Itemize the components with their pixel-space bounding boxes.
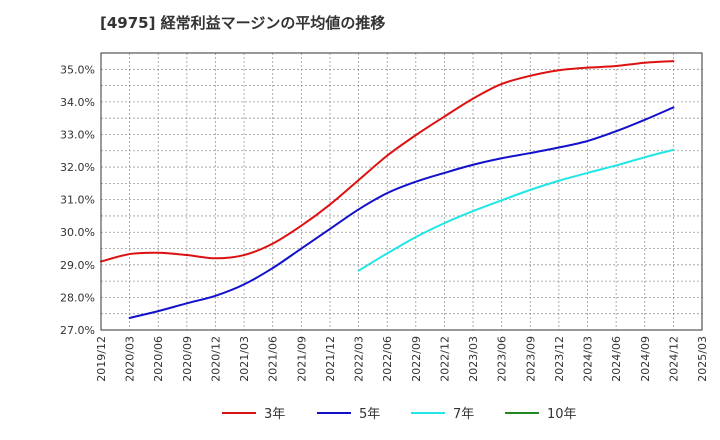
legend-label-1: 3年 [264, 407, 285, 422]
y-tick-label: 31.0% [60, 194, 95, 207]
x-tick-label: 2023/12 [553, 336, 566, 382]
x-tick-label: 2019/12 [95, 336, 108, 382]
series-line-3 [357, 148, 675, 272]
x-tick-label: 2024/09 [639, 336, 652, 382]
x-tick-label: 2021/06 [267, 336, 280, 382]
x-tick-label: 2023/09 [524, 336, 537, 382]
x-tick-label: 2022/09 [410, 336, 423, 382]
grid [100, 52, 703, 331]
x-tick-label: 2022/03 [353, 336, 366, 382]
series-lines [100, 60, 675, 319]
x-tick-label: 2020/12 [209, 336, 222, 382]
series-line-1 [100, 60, 675, 263]
x-tick-label: 2020/06 [152, 336, 165, 382]
y-tick-label: 27.0% [60, 324, 95, 337]
legend-label-4: 10年 [547, 407, 577, 422]
x-tick-label: 2021/12 [324, 336, 337, 382]
x-tick-label: 2021/03 [238, 336, 251, 382]
y-tick-label: 30.0% [60, 226, 95, 239]
x-tick-label: 2025/03 [696, 336, 709, 382]
y-tick-label: 35.0% [60, 63, 95, 76]
chart-title: [4975] 経常利益マージンの平均値の推移 [100, 14, 386, 32]
x-tick-label: 2023/03 [467, 336, 480, 382]
plot-frame [100, 52, 703, 331]
y-tick-label: 33.0% [60, 128, 95, 141]
legend-label-2: 5年 [359, 407, 380, 422]
x-tick-label: 2024/12 [667, 336, 680, 382]
y-tick-label: 34.0% [60, 96, 95, 109]
x-tick-label: 2020/09 [181, 336, 194, 382]
x-tick-label: 2023/06 [496, 336, 509, 382]
legend: 3年 5年 7年 10年 [222, 407, 577, 422]
x-axis-ticks: 2019/12 2020/03 2020/06 2020/09 2020/12 2021/… [95, 336, 709, 382]
series-line-2 [128, 106, 675, 319]
y-tick-label: 28.0% [60, 291, 95, 304]
y-tick-label: 32.0% [60, 161, 95, 174]
x-tick-label: 2024/03 [582, 336, 595, 382]
x-tick-label: 2021/09 [295, 336, 308, 382]
x-tick-label: 2022/12 [438, 336, 451, 382]
x-tick-label: 2022/06 [381, 336, 394, 382]
legend-label-3: 7年 [453, 407, 474, 422]
y-axis-ticks: 27.0% 28.0% 29.0% 30.0% 31.0% 32.0% 33.0% 34.0%… [60, 63, 95, 337]
x-tick-label: 2020/03 [124, 336, 137, 382]
x-tick-label: 2024/06 [610, 336, 623, 382]
y-tick-label: 29.0% [60, 259, 95, 272]
